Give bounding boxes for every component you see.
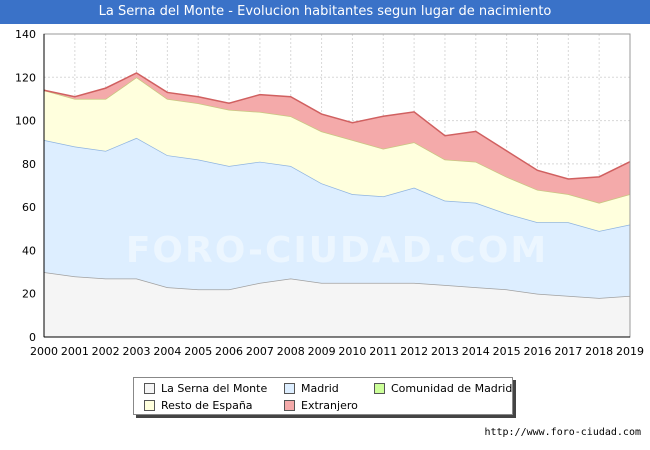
x-tick-label: 2005 [184, 345, 212, 358]
x-tick-label: 2002 [92, 345, 120, 358]
x-tick-label: 2013 [431, 345, 459, 358]
legend-label: Resto de España [161, 399, 253, 412]
x-tick-label: 2004 [153, 345, 181, 358]
legend-item: La Serna del Monte [144, 382, 267, 396]
footer-url: http://www.foro-ciudad.com [484, 427, 641, 438]
y-tick-label: 60 [22, 201, 36, 214]
legend-swatch [144, 399, 155, 411]
legend-swatch [284, 382, 295, 394]
legend-label: La Serna del Monte [161, 382, 268, 395]
legend-label: Madrid [301, 382, 339, 395]
y-tick-label: 100 [15, 115, 36, 128]
watermark: FORO-CIUDAD.COM [126, 230, 548, 271]
x-tick-label: 2015 [493, 345, 521, 358]
y-tick-label: 140 [15, 28, 36, 41]
line-extranjero [43, 72, 631, 180]
legend: La Serna del Monte Madrid Comunidad de Mad… [133, 377, 513, 415]
x-tick-label: 2018 [585, 345, 613, 358]
x-tick-label: 2007 [246, 345, 274, 358]
x-tick-label: 2008 [277, 345, 305, 358]
y-tick-label: 20 [22, 288, 36, 301]
legend-label: Extranjero [301, 399, 358, 412]
x-tick-label: 2009 [308, 345, 336, 358]
y-tick-label: 80 [22, 158, 36, 171]
x-tick-label: 2016 [523, 345, 551, 358]
area-extranjero [44, 72, 630, 203]
x-tick-label: 2003 [123, 345, 151, 358]
area-madrid [44, 137, 630, 299]
legend-label: Comunidad de Madrid [391, 382, 513, 395]
legend-swatch [374, 382, 385, 394]
x-tick-label: 2011 [369, 345, 397, 358]
y-tick-label: 120 [15, 71, 36, 84]
x-tick-label: 2000 [30, 345, 58, 358]
chart-title: La Serna del Monte - Evolucion habitante… [0, 0, 650, 24]
area-resto-de-espana [44, 77, 630, 231]
y-tick-label: 40 [22, 244, 36, 257]
legend-item: Resto de España [144, 399, 253, 413]
legend-item: Extranjero [284, 399, 358, 413]
legend-item: Madrid [284, 382, 339, 396]
x-tick-label: 2010 [338, 345, 366, 358]
legend-swatch [284, 399, 295, 411]
x-tick-label: 2006 [215, 345, 243, 358]
legend-item: Comunidad de Madrid [374, 382, 512, 396]
x-tick-label: 2012 [400, 345, 428, 358]
y-tick-label: 0 [29, 331, 36, 344]
x-tick-label: 2019 [616, 345, 644, 358]
x-tick-label: 2014 [462, 345, 490, 358]
legend-swatch [144, 382, 155, 394]
series-areas [43, 72, 631, 337]
x-tick-label: 2001 [61, 345, 89, 358]
watermark-text: FORO-CIUDAD.COM [126, 230, 548, 271]
x-tick-label: 2017 [554, 345, 582, 358]
